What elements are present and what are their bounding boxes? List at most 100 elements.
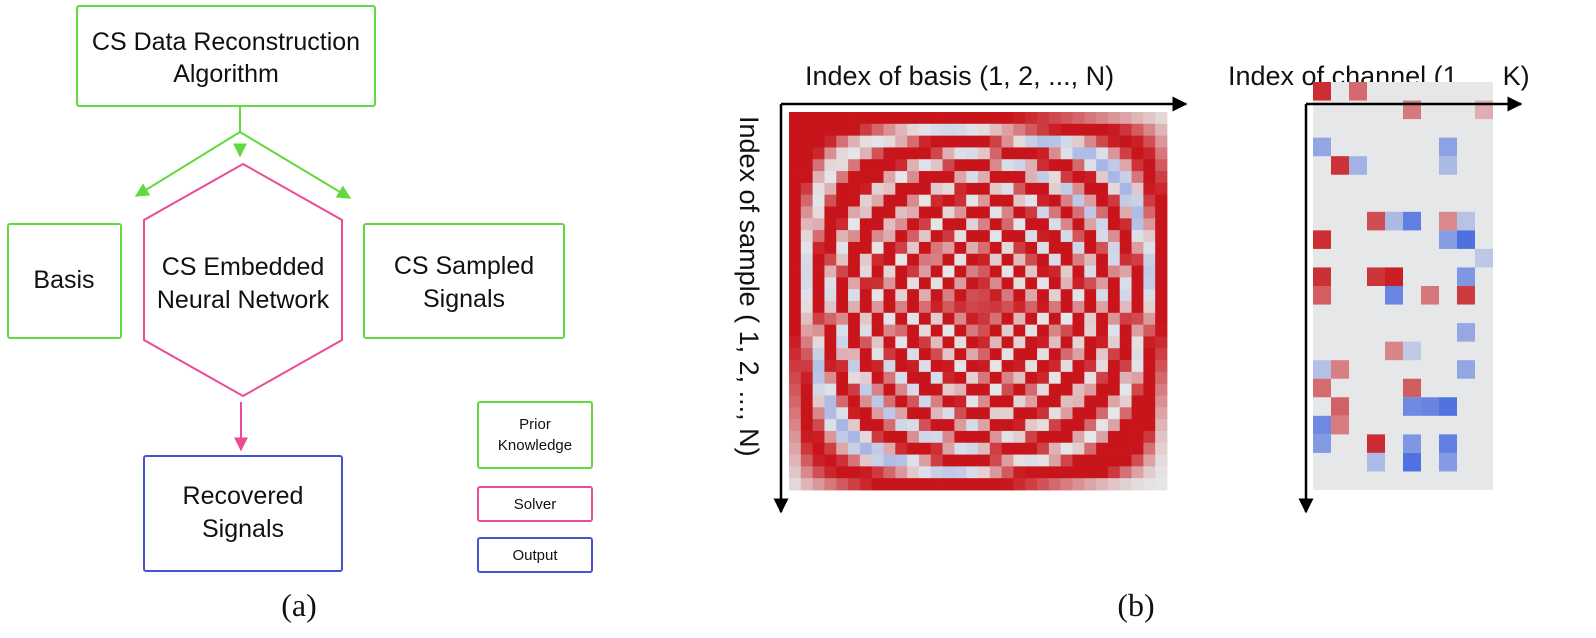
- basis-cell: [1013, 277, 1026, 290]
- basis-cell: [1155, 395, 1168, 408]
- basis-cell: [1072, 135, 1085, 148]
- basis-cell: [989, 194, 1003, 207]
- basis-cell: [883, 383, 896, 396]
- basis-cell: [1143, 230, 1156, 243]
- basis-cell: [1096, 230, 1109, 243]
- basis-cell: [1048, 442, 1062, 455]
- basis-cell: [789, 182, 802, 196]
- basis-cell: [824, 383, 837, 396]
- basis-cell: [848, 395, 861, 408]
- channel-cell: [1403, 397, 1421, 416]
- basis-cell: [1072, 171, 1085, 184]
- basis-cell: [812, 147, 825, 160]
- basis-cell: [883, 182, 896, 196]
- basis-cell: [989, 289, 1003, 302]
- basis-cell: [1155, 289, 1168, 302]
- basis-cell: [907, 230, 920, 243]
- basis-cell: [883, 442, 896, 455]
- sampled-signals-line1: CS Sampled: [394, 252, 534, 280]
- basis-cell: [1131, 265, 1144, 278]
- basis-cell: [954, 312, 967, 326]
- basis-cell: [848, 253, 861, 266]
- basis-cell: [800, 171, 814, 184]
- basis-cell: [848, 466, 861, 479]
- basis-cell: [1048, 230, 1062, 243]
- basis-cell: [1131, 171, 1144, 184]
- basis-cell: [1048, 277, 1062, 290]
- basis-cell: [1143, 360, 1156, 373]
- basis-cell: [1037, 324, 1050, 337]
- basis-cell: [954, 419, 967, 432]
- basis-cell: [895, 241, 908, 255]
- basis-cell: [1119, 301, 1132, 314]
- basis-cell: [989, 419, 1003, 432]
- basis-cell: [1143, 194, 1156, 207]
- basis-cell: [1048, 371, 1062, 385]
- basis-cell: [836, 360, 849, 373]
- basis-cell: [978, 348, 991, 361]
- basis-cell: [989, 241, 1003, 255]
- basis-cell: [1119, 253, 1132, 266]
- basis-cell: [895, 182, 908, 196]
- basis-cell: [824, 324, 837, 337]
- basis-cell: [871, 466, 884, 479]
- basis-cell: [1072, 265, 1085, 278]
- basis-cell: [1048, 454, 1062, 467]
- basis-cell: [930, 182, 943, 196]
- basis-cell: [1013, 466, 1026, 479]
- reconstruction-algorithm-line2: Algorithm: [173, 60, 279, 88]
- basis-cell: [978, 478, 991, 491]
- basis-cell: [871, 336, 884, 349]
- basis-cell: [1037, 383, 1050, 396]
- basis-cell: [1096, 383, 1109, 396]
- basis-cell: [1072, 241, 1085, 255]
- basis-cell: [1001, 419, 1014, 432]
- basis-cell: [918, 383, 932, 396]
- basis-cell: [1131, 371, 1144, 385]
- basis-cell: [800, 218, 814, 231]
- basis-cell: [1025, 277, 1038, 290]
- basis-cell: [848, 430, 861, 444]
- channel-cell: [1403, 434, 1421, 453]
- basis-cell: [871, 135, 884, 148]
- basis-cell: [824, 123, 837, 137]
- basis-cell: [978, 265, 991, 278]
- basis-cell: [836, 265, 849, 278]
- basis-cell: [954, 147, 967, 160]
- basis-cell: [930, 336, 943, 349]
- basis-cell: [918, 112, 932, 125]
- sampled-signals-line2: Signals: [423, 285, 505, 313]
- basis-cell: [824, 360, 837, 373]
- basis-cell: [1013, 147, 1026, 160]
- basis-cell: [1119, 454, 1132, 467]
- basis-cell: [942, 135, 955, 148]
- neural-network-line2: Neural Network: [157, 286, 330, 314]
- basis-cell: [859, 324, 873, 337]
- basis-cell: [954, 159, 967, 172]
- basis-cell: [954, 253, 967, 266]
- basis-cell: [812, 395, 825, 408]
- basis-cell: [978, 289, 991, 302]
- basis-cell: [812, 277, 825, 290]
- basis-cell: [1131, 348, 1144, 361]
- basis-cell: [1013, 454, 1026, 467]
- basis-cell: [966, 454, 979, 467]
- basis-cell: [883, 312, 896, 326]
- basis-cell: [1143, 206, 1156, 219]
- basis-cell: [907, 395, 920, 408]
- basis-cell: [1048, 171, 1062, 184]
- basis-cell: [1155, 348, 1168, 361]
- basis-cell: [1060, 478, 1073, 491]
- basis-cell: [1013, 265, 1026, 278]
- basis-cell: [824, 289, 837, 302]
- basis-cell: [1143, 395, 1156, 408]
- basis-cell: [1001, 265, 1014, 278]
- basis-cell: [1143, 289, 1156, 302]
- basis-cell: [1084, 478, 1097, 491]
- basis-cell: [918, 348, 932, 361]
- basis-cell: [966, 194, 979, 207]
- panel-b: Index of basis (1, 2, ..., N) Index of c…: [734, 61, 1530, 623]
- basis-cell: [918, 135, 932, 148]
- basis-cell: [895, 430, 908, 444]
- basis-cell: [824, 478, 837, 491]
